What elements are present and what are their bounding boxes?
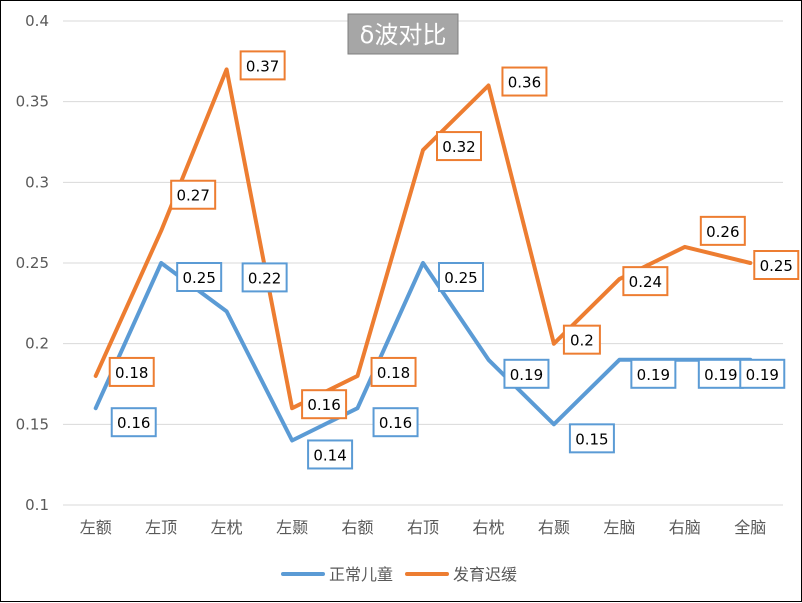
data-label: 0.18 — [115, 364, 148, 382]
data-label-box — [370, 356, 417, 387]
data-label: 0.2 — [570, 332, 594, 350]
x-tick-label: 左额 — [80, 518, 112, 537]
data-label-box — [239, 50, 286, 81]
data-label-box — [176, 262, 223, 292]
y-tick-label: 0.4 — [25, 12, 49, 30]
data-label: 0.25 — [444, 269, 477, 287]
data-label: 0.15 — [575, 430, 608, 448]
data-label-box — [630, 358, 677, 389]
data-label-box — [622, 266, 669, 297]
y-tick-label: 0.35 — [16, 93, 49, 111]
data-label-box — [753, 250, 800, 280]
y-tick-label: 0.25 — [16, 254, 49, 272]
data-label-box — [110, 407, 157, 438]
x-tick-label: 右枕 — [472, 518, 504, 537]
x-tick-label: 左脑 — [603, 518, 635, 537]
data-label-box — [699, 215, 746, 246]
data-label: 0.19 — [637, 366, 670, 384]
x-tick-label: 全脑 — [734, 518, 766, 537]
data-label-box — [503, 358, 550, 389]
chart-title-box — [347, 13, 459, 55]
y-tick-label: 0.3 — [25, 173, 49, 191]
data-label: 0.16 — [307, 396, 340, 414]
y-tick-label: 0.2 — [25, 335, 49, 353]
data-label: 0.16 — [117, 414, 150, 432]
data-label-box — [170, 179, 217, 210]
data-label-box — [568, 423, 615, 454]
data-label: 0.25 — [182, 269, 215, 287]
data-label: 0.36 — [508, 74, 541, 92]
data-label: 0.27 — [176, 187, 209, 205]
data-label: 0.22 — [248, 269, 281, 287]
data-label-box — [562, 324, 601, 355]
data-label-box — [501, 66, 548, 97]
x-tick-label: 左颞 — [276, 518, 308, 537]
data-label-box — [307, 439, 354, 470]
data-label: 0.25 — [760, 257, 793, 275]
data-label: 0.19 — [510, 366, 543, 384]
x-tick-label: 左枕 — [211, 518, 243, 537]
x-tick-label: 右顶 — [407, 518, 439, 537]
x-tick-label: 左顶 — [145, 518, 177, 537]
data-label-box — [438, 262, 484, 292]
data-label-box — [108, 356, 155, 387]
data-label: 0.37 — [246, 57, 279, 75]
data-label: 0.19 — [704, 366, 737, 384]
data-label-box — [739, 358, 786, 389]
data-label: 0.14 — [313, 446, 346, 464]
legend-label-0: 正常儿童 — [329, 565, 393, 584]
data-label-box — [241, 262, 288, 293]
data-label-box — [301, 389, 348, 420]
data-label: 0.18 — [377, 364, 410, 382]
x-tick-label: 右额 — [342, 518, 374, 537]
data-label: 0.32 — [442, 138, 475, 156]
y-tick-label: 0.15 — [16, 415, 49, 433]
y-tick-label: 0.1 — [25, 496, 49, 514]
x-tick-label: 右脑 — [669, 518, 701, 537]
x-tick-label: 右颞 — [538, 518, 570, 537]
data-label-box — [436, 131, 482, 162]
data-label-box — [372, 407, 419, 438]
data-label: 0.19 — [746, 366, 779, 384]
legend-label-1: 发育迟缓 — [453, 565, 517, 584]
series-line-1 — [93, 67, 753, 411]
chart-title: δ波对比 — [360, 21, 447, 49]
data-label: 0.16 — [379, 414, 412, 432]
data-label: 0.26 — [706, 223, 739, 241]
data-label: 0.24 — [629, 273, 662, 291]
